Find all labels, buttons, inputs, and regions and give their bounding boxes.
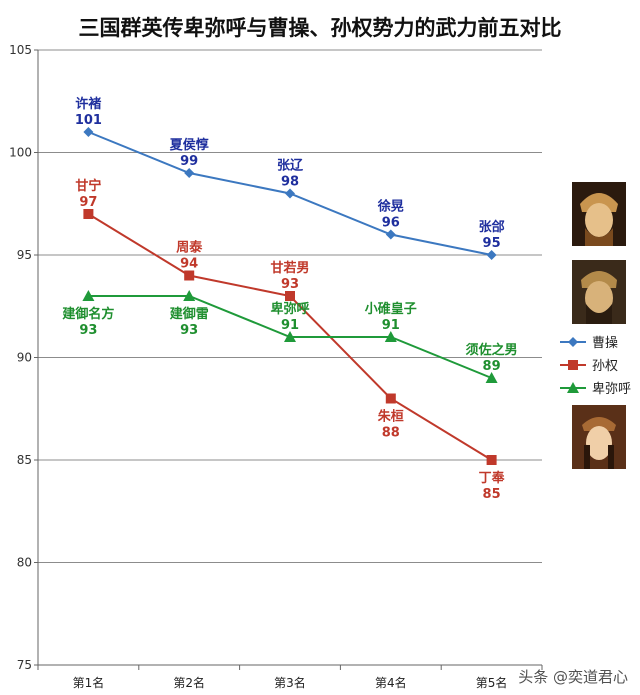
series-group bbox=[82, 127, 498, 465]
legend-label: 卑弥呼 bbox=[592, 381, 631, 397]
data-label: 88 bbox=[382, 426, 400, 441]
point-name-label: 建御名方 bbox=[62, 306, 114, 322]
data-label: 101 bbox=[75, 113, 102, 128]
y-tick-label: 105 bbox=[9, 43, 32, 57]
point-name-label: 朱桓 bbox=[377, 409, 404, 425]
data-label: 95 bbox=[483, 236, 501, 251]
data-label: 99 bbox=[180, 154, 198, 169]
data-label: 89 bbox=[483, 359, 501, 374]
point-name-label: 许褚 bbox=[75, 96, 101, 112]
data-label: 91 bbox=[281, 318, 299, 333]
point-name-label: 甘宁 bbox=[75, 178, 101, 194]
data-point bbox=[83, 209, 94, 219]
data-point bbox=[183, 290, 196, 301]
portrait-himiko bbox=[572, 405, 626, 469]
x-tick-label: 第1名 bbox=[73, 675, 105, 690]
point-name-label: 甘若男 bbox=[270, 260, 309, 276]
watermark: 头条 @奕道君心 bbox=[518, 668, 628, 686]
x-tick-label: 第5名 bbox=[476, 675, 508, 690]
x-axis: 第1名 第2名 第3名 第4名 第5名 bbox=[37, 664, 543, 690]
data-label: 91 bbox=[382, 318, 400, 333]
data-label: 94 bbox=[180, 257, 198, 272]
y-axis: 75 80 85 90 95 100 105 bbox=[9, 43, 39, 672]
x-tick-label: 第4名 bbox=[375, 675, 407, 690]
data-point bbox=[285, 291, 295, 301]
gridlines bbox=[38, 49, 542, 563]
x-tick-label: 第2名 bbox=[173, 675, 205, 690]
data-point bbox=[284, 331, 296, 342]
data-point bbox=[385, 393, 396, 404]
portrait-cao-cao bbox=[572, 182, 626, 246]
y-tick-label: 95 bbox=[17, 248, 32, 262]
point-name-label: 卑弥呼 bbox=[270, 301, 309, 317]
data-point bbox=[184, 270, 195, 281]
point-name-label: 须佐之男 bbox=[466, 342, 518, 358]
data-point bbox=[486, 250, 497, 260]
legend-marker bbox=[568, 360, 578, 370]
legend-label: 曹操 bbox=[592, 335, 618, 351]
data-point bbox=[486, 455, 497, 465]
data-label: 93 bbox=[180, 323, 198, 338]
portrait-sun-quan bbox=[572, 260, 626, 324]
y-tick-label: 75 bbox=[17, 658, 32, 672]
data-point bbox=[82, 290, 95, 301]
y-tick-label: 100 bbox=[9, 146, 32, 160]
y-tick-label: 80 bbox=[17, 556, 32, 570]
x-tick-label: 第3名 bbox=[274, 675, 306, 690]
data-point bbox=[285, 188, 295, 199]
data-point bbox=[485, 372, 498, 383]
legend-marker bbox=[567, 382, 579, 393]
data-label: 93 bbox=[281, 277, 299, 292]
legend-marker bbox=[568, 337, 578, 347]
point-name-label: 周泰 bbox=[176, 240, 203, 256]
point-name-label: 小碓皇子 bbox=[365, 301, 417, 317]
legend-label: 孙权 bbox=[592, 358, 618, 374]
point-name-label: 徐晃 bbox=[377, 199, 404, 215]
y-tick-label: 90 bbox=[17, 351, 32, 365]
data-label: 85 bbox=[483, 487, 501, 502]
point-name-label: 张郃 bbox=[479, 219, 505, 235]
point-name-label: 夏侯惇 bbox=[169, 137, 209, 153]
data-label: 93 bbox=[79, 323, 97, 338]
point-name-label: 建御雷 bbox=[170, 306, 209, 322]
data-point bbox=[83, 127, 94, 137]
data-point bbox=[184, 168, 195, 178]
data-label: 97 bbox=[79, 195, 97, 210]
data-point bbox=[385, 229, 396, 240]
y-tick-label: 85 bbox=[17, 453, 32, 467]
point-name-label: 丁奉 bbox=[479, 470, 506, 486]
point-name-label: 张辽 bbox=[277, 159, 304, 174]
data-label: 98 bbox=[281, 175, 299, 190]
data-point bbox=[384, 331, 397, 342]
data-label: 96 bbox=[382, 216, 400, 231]
chart-title: 三国群英传卑弥呼与曹操、孙权势力的武力前五对比 bbox=[79, 16, 562, 40]
